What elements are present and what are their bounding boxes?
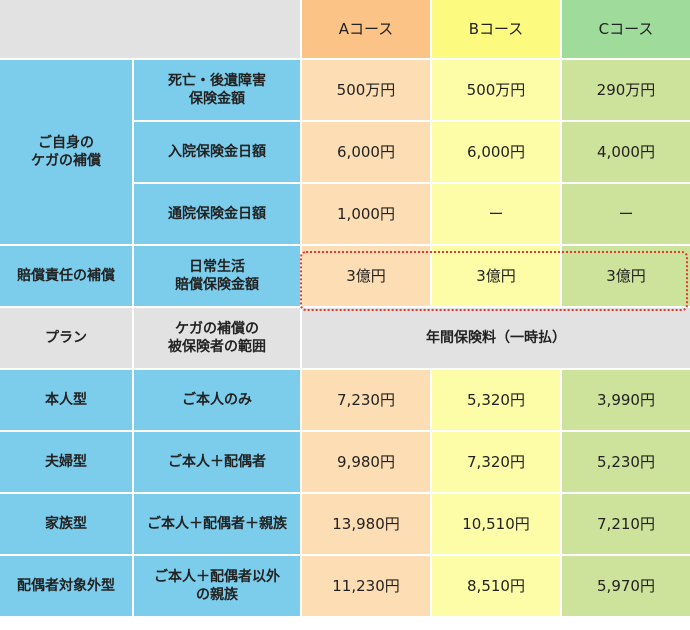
- coverage-outpatient-a: 1,000円: [302, 184, 430, 244]
- own-injury-group-label: ご自身の ケガの補償: [0, 60, 132, 244]
- coverage-death-b: 500万円: [432, 60, 560, 120]
- liability-label: 日常生活 賠償保険金額: [134, 246, 300, 306]
- plan-label: 家族型: [0, 494, 132, 554]
- coverage-hospital-c: 4,000円: [562, 122, 690, 182]
- coverage-label-hospital: 入院保険金日額: [134, 122, 300, 182]
- liability-c: 3億円: [562, 246, 690, 306]
- plan-premium-a: 9,980円: [302, 432, 430, 492]
- plan-premium-c: 5,970円: [562, 556, 690, 616]
- coverage-label-death: 死亡・後遺障害 保険金額: [134, 60, 300, 120]
- plan-label: 本人型: [0, 370, 132, 430]
- scope-column-header: ケガの補償の 被保険者の範囲: [134, 308, 300, 368]
- course-a-header: Aコース: [302, 0, 430, 58]
- plan-scope: ご本人＋配偶者以外 の親族: [134, 556, 300, 616]
- coverage-label-outpatient: 通院保険金日額: [134, 184, 300, 244]
- course-c-header: Cコース: [562, 0, 690, 58]
- plan-premium-b: 8,510円: [432, 556, 560, 616]
- plan-premium-a: 11,230円: [302, 556, 430, 616]
- plan-premium-b: 7,320円: [432, 432, 560, 492]
- course-b-header: Bコース: [432, 0, 560, 58]
- plan-label: 配偶者対象外型: [0, 556, 132, 616]
- coverage-hospital-b: 6,000円: [432, 122, 560, 182]
- liability-group-label: 賠償責任の補償: [0, 246, 132, 306]
- plan-premium-b: 10,510円: [432, 494, 560, 554]
- coverage-outpatient-c: ー: [562, 184, 690, 244]
- coverage-hospital-a: 6,000円: [302, 122, 430, 182]
- coverage-death-a: 500万円: [302, 60, 430, 120]
- plan-premium-c: 3,990円: [562, 370, 690, 430]
- coverage-outpatient-b: ー: [432, 184, 560, 244]
- plan-premium-b: 5,320円: [432, 370, 560, 430]
- plan-premium-a: 7,230円: [302, 370, 430, 430]
- plan-scope: ご本人＋配偶者＋親族: [134, 494, 300, 554]
- plan-scope: ご本人＋配偶者: [134, 432, 300, 492]
- plan-column-header: プラン: [0, 308, 132, 368]
- annual-premium-header: 年間保険料（一時払）: [302, 308, 690, 368]
- liability-a: 3億円: [302, 246, 430, 306]
- plan-premium-c: 7,210円: [562, 494, 690, 554]
- header-empty-cell: [0, 0, 300, 58]
- plan-label: 夫婦型: [0, 432, 132, 492]
- coverage-death-c: 290万円: [562, 60, 690, 120]
- plan-premium-c: 5,230円: [562, 432, 690, 492]
- liability-b: 3億円: [432, 246, 560, 306]
- plan-scope: ご本人のみ: [134, 370, 300, 430]
- plan-premium-a: 13,980円: [302, 494, 430, 554]
